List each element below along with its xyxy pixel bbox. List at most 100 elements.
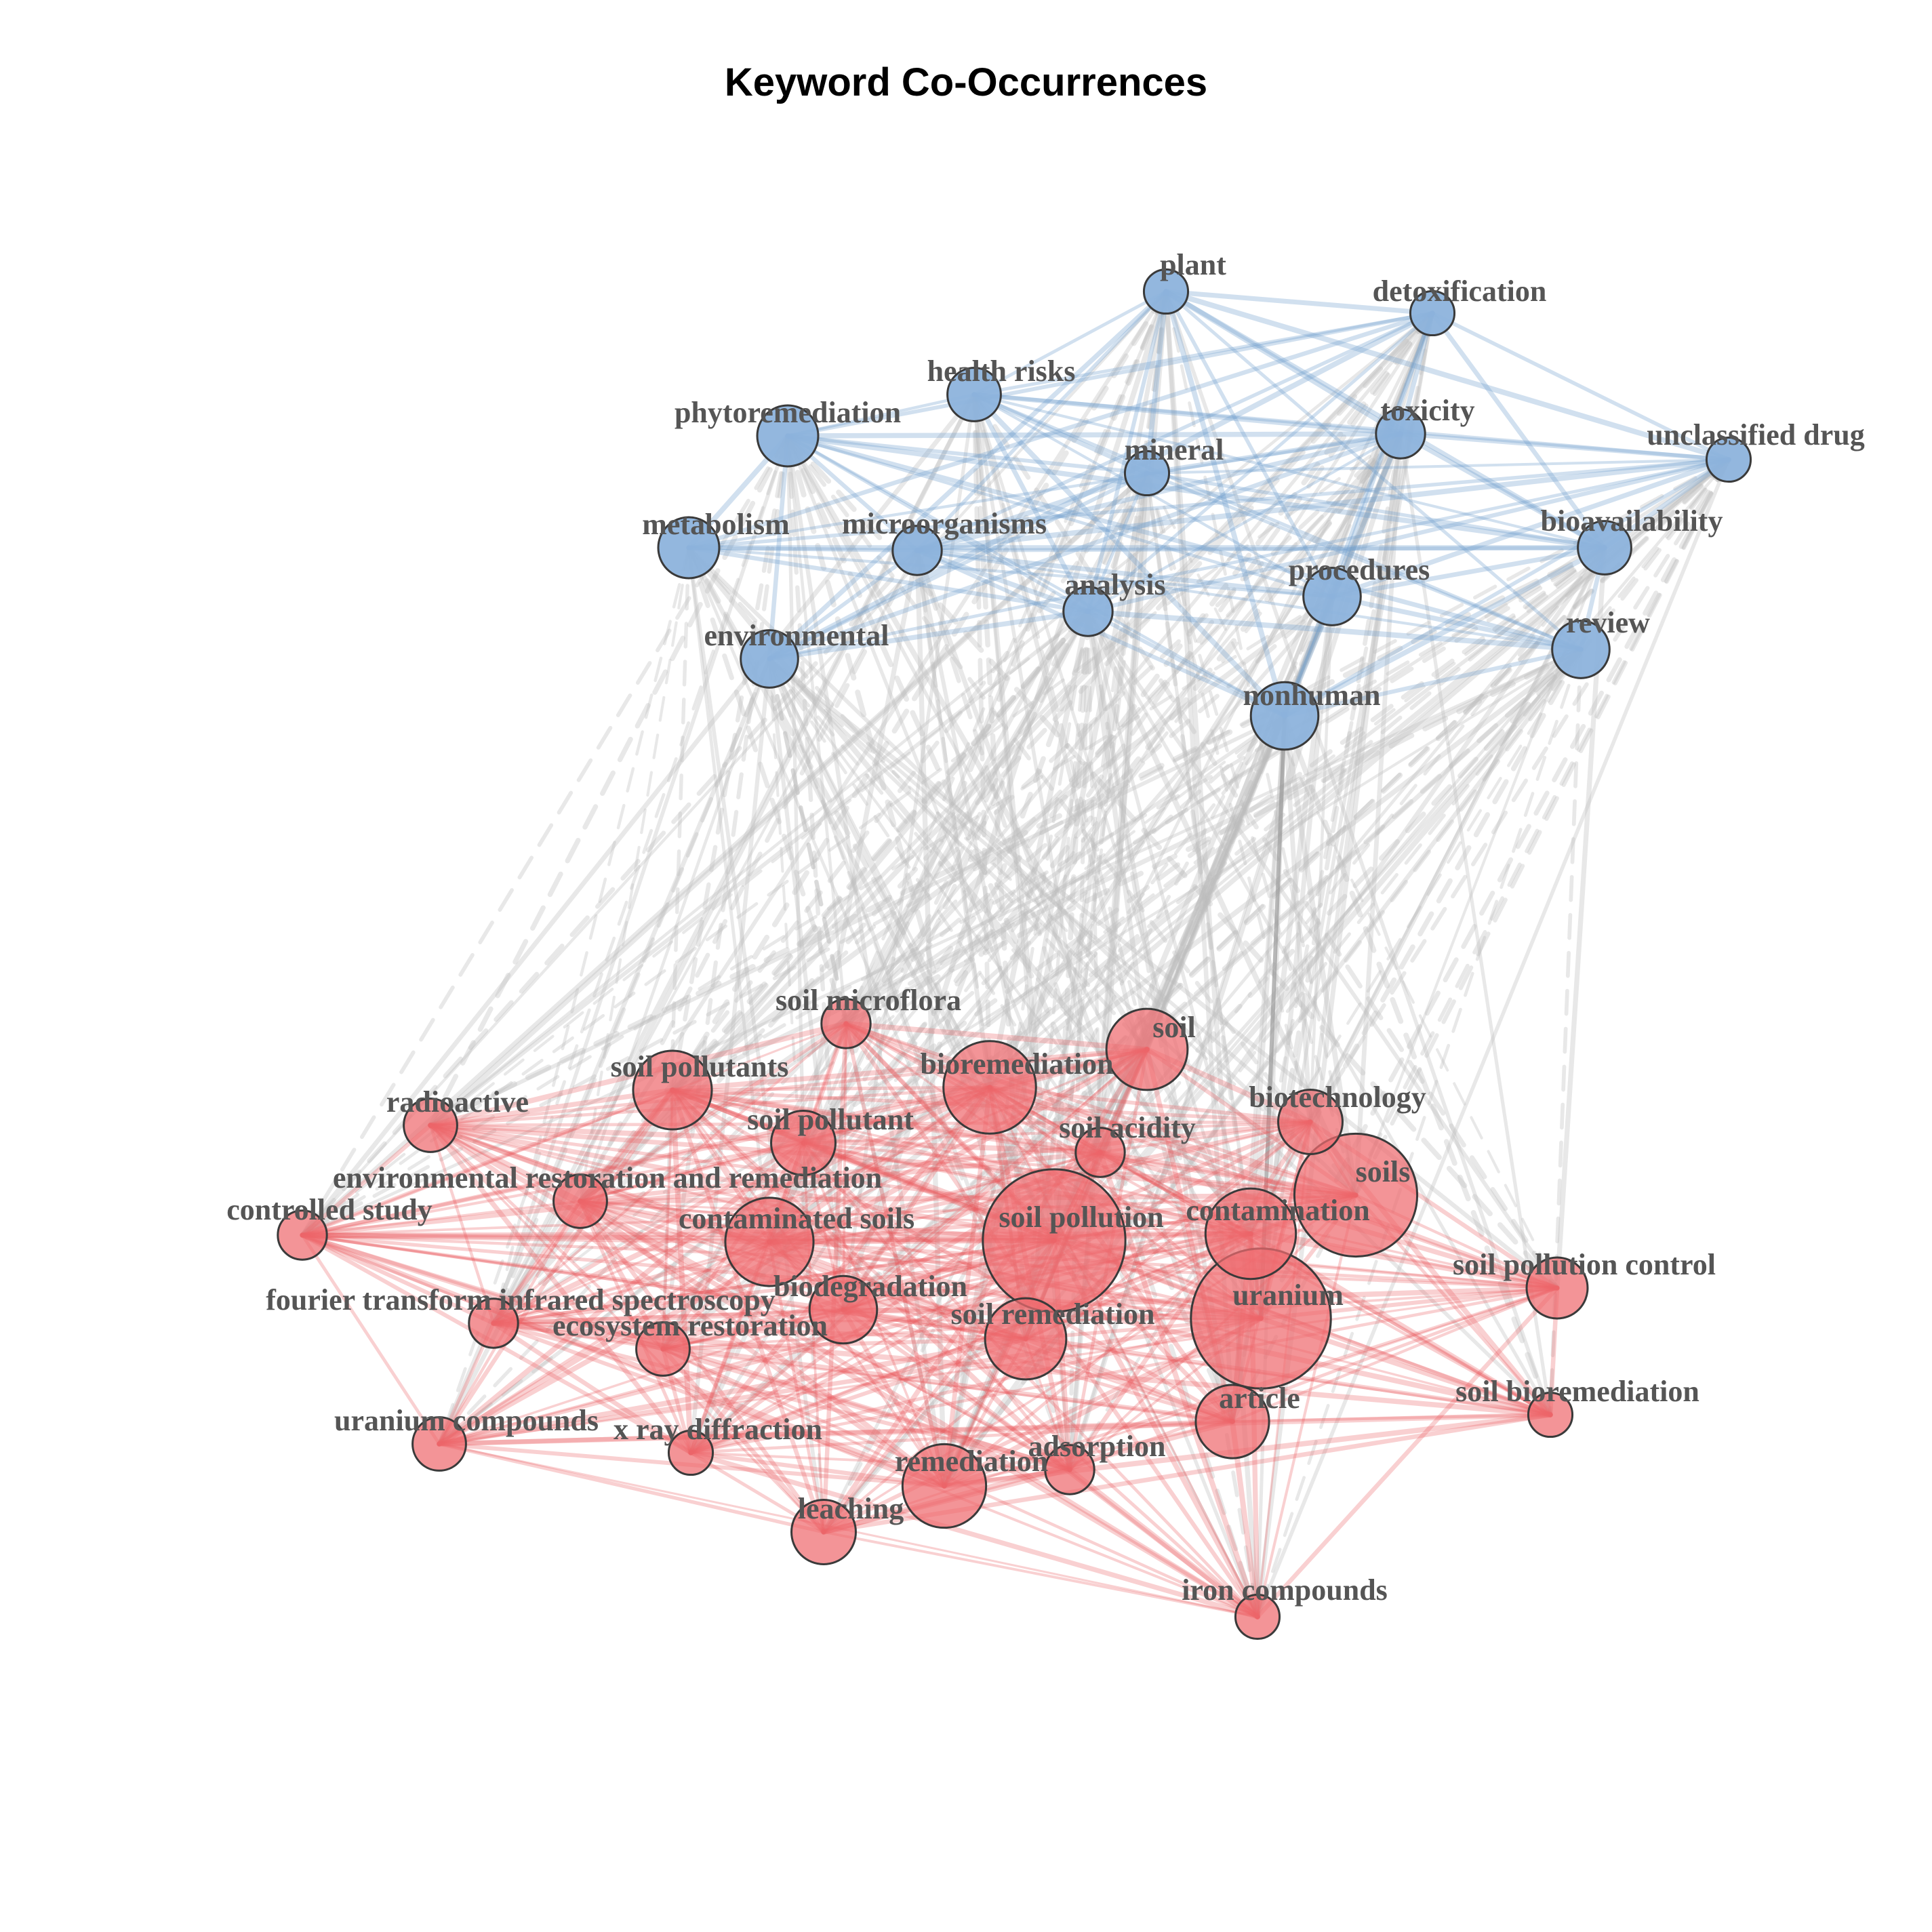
edge-between — [578, 458, 1731, 1203]
edge-between — [988, 714, 1287, 1089]
edge-red — [1068, 1286, 1559, 1472]
edge-red — [300, 1232, 772, 1245]
edge-red — [660, 1346, 1072, 1472]
node-label: soil remediation — [950, 1297, 1154, 1331]
edge-red — [300, 1150, 1103, 1238]
nodes-layer — [277, 268, 1752, 1641]
node-label: soil — [1152, 1011, 1196, 1044]
edge-blue — [687, 432, 1403, 550]
edge-between — [843, 609, 1091, 1026]
edge-red — [842, 1022, 847, 1311]
node-label: remediation — [895, 1445, 1049, 1478]
edge-red — [579, 1200, 1234, 1423]
node-label: biodegradation — [773, 1270, 967, 1303]
page-title: Keyword Co-Occurrences — [724, 60, 1208, 104]
edge-between — [767, 471, 1149, 1244]
edge-red — [428, 1120, 1312, 1127]
node-label: toxicity — [1380, 394, 1474, 427]
edge-between — [841, 289, 1169, 1312]
edge-blue — [1329, 457, 1731, 599]
edge-blue — [1430, 311, 1731, 462]
edge-between — [971, 392, 1028, 1342]
edge-red — [300, 1233, 441, 1446]
edge-between — [785, 433, 947, 1489]
edge-between — [688, 470, 1150, 1455]
edge-red — [767, 1240, 1028, 1341]
edge-red — [437, 1239, 772, 1447]
edge-red — [1255, 1285, 1560, 1619]
edge-red — [437, 1442, 826, 1534]
edge-blue — [914, 457, 1731, 553]
edge-blue — [786, 434, 1090, 613]
edge-between — [578, 431, 1403, 1204]
edge-red — [492, 1121, 1312, 1325]
edge-between — [972, 393, 1102, 1154]
edge-red — [670, 1087, 693, 1455]
edge-red — [428, 1123, 583, 1204]
node-controlled-study — [277, 1209, 328, 1261]
edge-blue — [1163, 289, 1435, 316]
node-bioavailability — [1577, 520, 1632, 576]
edge-red — [491, 1321, 1028, 1342]
edge-red — [492, 1317, 1262, 1325]
edge-between — [1255, 431, 1403, 1619]
edge-red — [437, 1412, 1553, 1447]
edge-red — [300, 1123, 433, 1238]
node-procedures — [1302, 567, 1362, 626]
edge-blue — [971, 392, 1403, 437]
edge-red — [822, 1316, 1263, 1534]
edge-red — [688, 1085, 992, 1455]
edge-between — [670, 433, 790, 1093]
node-plant — [1142, 268, 1190, 315]
edge-red — [801, 1141, 1072, 1472]
edge-blue — [972, 393, 1583, 651]
edge-red — [300, 1232, 1057, 1243]
edge-between — [300, 595, 1334, 1237]
edge-red — [822, 1531, 1259, 1618]
edge-red — [578, 1199, 947, 1489]
edge-blue — [785, 433, 1584, 652]
node-x-ray-diffraction — [667, 1429, 715, 1476]
edge-between — [801, 545, 1607, 1146]
edge-between — [767, 657, 1102, 1154]
edge-red — [801, 1120, 1312, 1145]
edge-between — [437, 392, 977, 1447]
node-label: ecosystem restoration — [552, 1309, 828, 1342]
edge-between — [914, 548, 947, 1489]
node-microorganisms — [891, 525, 943, 576]
edge-between — [437, 546, 1607, 1446]
node-label: procedures — [1289, 553, 1430, 586]
edge-between — [841, 457, 1731, 1312]
edge-between — [988, 432, 1403, 1089]
edge-between — [578, 546, 691, 1203]
node-contaminated-soils — [724, 1196, 815, 1287]
edge-between — [971, 392, 1560, 1291]
edge-between — [1353, 431, 1403, 1198]
edge-between — [437, 458, 1731, 1446]
node-label: environmental restoration and remediatio… — [333, 1161, 882, 1194]
edge-between — [942, 289, 1169, 1489]
edge-blue — [915, 546, 1607, 552]
edge-red — [578, 1199, 826, 1535]
edge-between — [841, 647, 1584, 1312]
edge-between — [822, 311, 1434, 1534]
edge-blue — [767, 310, 1435, 662]
edge-red — [428, 1123, 665, 1351]
node-soil — [1105, 1007, 1189, 1091]
node-label: soil microflora — [776, 984, 961, 1017]
edge-between — [914, 548, 992, 1090]
edge-blue — [1086, 432, 1403, 613]
edge-between — [428, 609, 1090, 1127]
edge-red — [301, 1234, 1552, 1416]
edge-between — [841, 393, 976, 1312]
edge-blue — [914, 470, 1150, 553]
node-analysis — [1062, 586, 1114, 637]
edge-between — [1248, 594, 1335, 1236]
edge-between — [670, 546, 1607, 1092]
edge-red — [662, 1232, 1252, 1350]
edge-between — [687, 546, 1358, 1197]
edge-blue — [1086, 311, 1434, 613]
edge-red — [841, 1308, 1072, 1472]
node-leaching — [790, 1499, 857, 1565]
edge-red — [492, 1048, 1148, 1325]
